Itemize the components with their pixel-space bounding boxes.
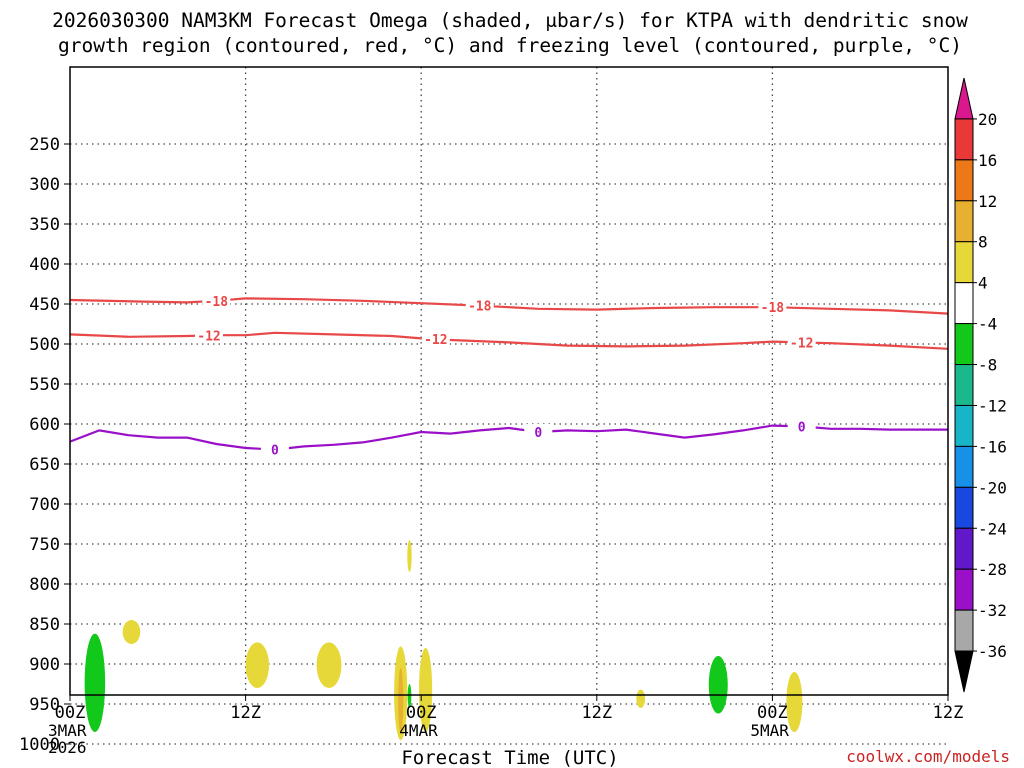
chart-title-line-2: growth region (contoured, red, °C) and f… [58, 34, 962, 57]
x-tick-label: 00Z [406, 703, 437, 723]
colorbar-band [954, 159, 974, 202]
y-tick-label: 650 [29, 455, 60, 475]
y-tick-label: 1000 [19, 735, 60, 755]
omega-blob [708, 656, 728, 714]
dgz-minus-12-label: -12 [424, 333, 447, 348]
omega-shading [84, 540, 803, 740]
y-tick-label: 700 [29, 495, 60, 515]
watermark: coolwx.com/models [846, 747, 1010, 766]
x-tick-label: 00Z [55, 703, 86, 723]
omega-blob [419, 648, 433, 732]
y-tick-label: 900 [29, 655, 60, 675]
y-tick-label: 300 [29, 175, 60, 195]
omega-blob [636, 689, 646, 708]
x-tick-year: 2026 [48, 738, 87, 757]
colorbar-label: -24 [978, 519, 1007, 538]
colorbar-band [954, 486, 974, 529]
colorbar-band [954, 241, 974, 284]
colorbar-label: 16 [978, 151, 997, 170]
dgz-minus-12-label: -12 [790, 336, 813, 351]
omega-blob [398, 668, 404, 732]
plot-area: -18 -18 -18 -12 -12 -12 0 0 0 [69, 66, 949, 745]
plot-frame [69, 66, 949, 696]
colorbar-label: -28 [978, 560, 1007, 579]
dgz-minus-12-label: -12 [197, 329, 220, 344]
dgz-minus-18-label: -18 [761, 301, 785, 316]
freezing-level-label: 0 [798, 420, 806, 435]
colorbar: 20 16 12 8 4 -4 -8 -12 -16 -20 -24 -28 -32 -36 [954, 77, 1007, 693]
freezing-level-label: 0 [271, 444, 279, 459]
colorbar-label: 4 [978, 274, 988, 293]
x-tick-label: 12Z [230, 703, 261, 723]
colorbar-band [954, 200, 974, 243]
contour-label-bg [195, 327, 224, 344]
colorbar-label: -36 [978, 642, 1007, 661]
colorbar-label: -20 [978, 478, 1007, 497]
contour-label-bg [787, 334, 816, 351]
x-tick-label: 12Z [933, 703, 964, 723]
colorbar-top-arrow [954, 77, 974, 120]
y-tick-label: 750 [29, 535, 60, 555]
contour-label-bg [758, 299, 787, 316]
y-tick-label: 600 [29, 415, 60, 435]
contour-label-bg [465, 297, 494, 314]
y-tick-label: 250 [29, 135, 60, 155]
y-tick-label: 850 [29, 615, 60, 635]
x-tick-date: 4MAR [399, 721, 438, 740]
dgz-minus-18-label: -18 [468, 300, 492, 315]
colorbar-band [954, 445, 974, 488]
x-tick-label: 00Z [757, 703, 788, 723]
omega-blob [84, 633, 106, 732]
x-tick-date: 5MAR [750, 721, 789, 740]
y-tick-label: 550 [29, 375, 60, 395]
colorbar-band [954, 609, 974, 652]
y-tick-label: 450 [29, 295, 60, 315]
colorbar-band [954, 527, 974, 570]
x-tick-label: 12Z [581, 703, 612, 723]
omega-blob [316, 642, 342, 688]
colorbar-label: -8 [978, 356, 997, 375]
y-tick-label: 350 [29, 215, 60, 235]
colorbar-label: -16 [978, 437, 1007, 456]
colorbar-label: -12 [978, 396, 1007, 415]
colorbar-label: 20 [978, 110, 997, 129]
colorbar-band [954, 323, 974, 366]
colorbar-band [954, 568, 974, 611]
colorbar-label: 8 [978, 233, 988, 252]
y-tick-label: 800 [29, 575, 60, 595]
omega-blob [407, 684, 412, 708]
y-tick-label: 400 [29, 255, 60, 275]
colorbar-band [954, 404, 974, 447]
contour-label-bg [260, 441, 289, 458]
omega-blob [122, 620, 141, 644]
omega-blob [407, 540, 412, 572]
contour-label-bg [202, 292, 231, 309]
chart-title-line-1: 2026030300 NAM3KM Forecast Omega (shaded… [52, 9, 968, 32]
contour-label-bg [421, 331, 450, 348]
colorbar-label: -32 [978, 601, 1007, 620]
colorbar-band [954, 282, 974, 325]
colorbar-label: -4 [978, 315, 997, 334]
colorbar-band [954, 118, 974, 161]
temperature-contours: -18 -18 -18 -12 -12 -12 0 0 0 [69, 292, 949, 459]
y-tick-label: 950 [29, 695, 60, 715]
y-tick-label: 500 [29, 335, 60, 355]
omega-blob [245, 642, 270, 688]
y-axis-pressure: 250 300 350 400 450 500 550 600 650 700 750 800 850 9… [19, 135, 70, 755]
contour-label-bg [524, 424, 553, 440]
colorbar-label: 12 [978, 192, 997, 211]
omega-blob [786, 672, 803, 732]
colorbar-band [954, 364, 974, 406]
contour-label-bg [787, 418, 816, 435]
colorbar-bottom-arrow [954, 650, 974, 693]
x-tick-date: 3MAR [48, 721, 87, 740]
plot-background [70, 67, 948, 695]
x-axis-label: Forecast Time (UTC) [401, 747, 618, 768]
freezing-level-label: 0 [534, 426, 542, 441]
dgz-minus-18-label: -18 [205, 295, 229, 310]
